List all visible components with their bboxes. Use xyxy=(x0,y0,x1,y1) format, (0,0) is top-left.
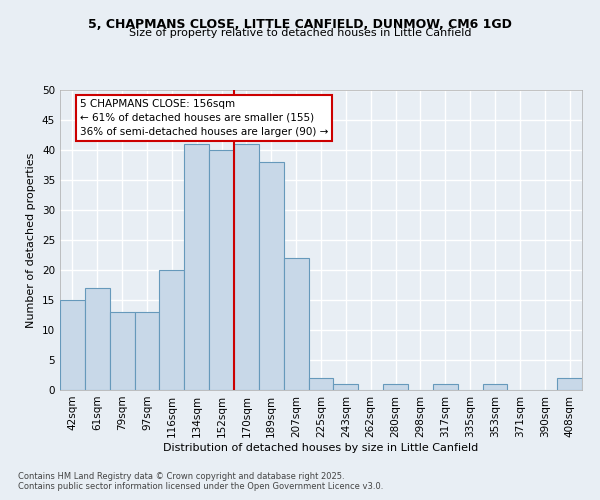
X-axis label: Distribution of detached houses by size in Little Canfield: Distribution of detached houses by size … xyxy=(163,442,479,452)
Bar xyxy=(209,150,234,390)
Bar xyxy=(259,162,284,390)
Bar xyxy=(85,288,110,390)
Bar xyxy=(557,378,582,390)
Text: 5, CHAPMANS CLOSE, LITTLE CANFIELD, DUNMOW, CM6 1GD: 5, CHAPMANS CLOSE, LITTLE CANFIELD, DUNM… xyxy=(88,18,512,30)
Bar xyxy=(383,384,408,390)
Text: 5 CHAPMANS CLOSE: 156sqm
← 61% of detached houses are smaller (155)
36% of semi-: 5 CHAPMANS CLOSE: 156sqm ← 61% of detach… xyxy=(80,99,328,137)
Text: Contains HM Land Registry data © Crown copyright and database right 2025.: Contains HM Land Registry data © Crown c… xyxy=(18,472,344,481)
Text: Size of property relative to detached houses in Little Canfield: Size of property relative to detached ho… xyxy=(129,28,471,38)
Bar xyxy=(110,312,134,390)
Bar xyxy=(234,144,259,390)
Bar xyxy=(134,312,160,390)
Bar xyxy=(433,384,458,390)
Bar xyxy=(160,270,184,390)
Bar xyxy=(184,144,209,390)
Bar xyxy=(482,384,508,390)
Bar xyxy=(60,300,85,390)
Y-axis label: Number of detached properties: Number of detached properties xyxy=(26,152,37,328)
Text: Contains public sector information licensed under the Open Government Licence v3: Contains public sector information licen… xyxy=(18,482,383,491)
Bar xyxy=(308,378,334,390)
Bar xyxy=(284,258,308,390)
Bar xyxy=(334,384,358,390)
